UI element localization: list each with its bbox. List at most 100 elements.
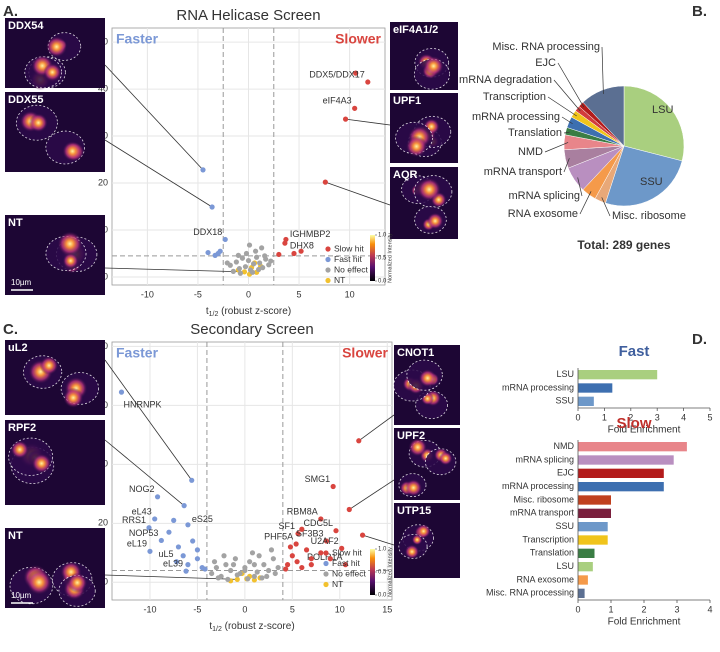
point (257, 260, 263, 266)
y-tick-label: EJC (557, 468, 575, 478)
point (293, 541, 299, 547)
pie-label: mRNA splicing (508, 190, 580, 202)
point (259, 575, 265, 581)
point (194, 556, 201, 562)
point (173, 559, 180, 565)
connector (325, 181, 391, 206)
point (318, 516, 324, 522)
point (346, 506, 352, 513)
bar (578, 508, 611, 518)
legend-marker (323, 560, 329, 567)
point (212, 252, 218, 259)
bar (578, 468, 664, 478)
y-tick-label: LSU (556, 369, 574, 379)
point-label: U2AF2 (311, 536, 339, 546)
point (249, 269, 256, 275)
point (222, 236, 228, 243)
x-tick-label: -10 (143, 604, 156, 614)
leader-line (557, 62, 585, 108)
legend-label: Fast hit (332, 558, 361, 568)
y-tick-label: mRNA processing (502, 382, 574, 392)
point (200, 167, 206, 173)
nucleolus (62, 141, 83, 162)
point (256, 553, 262, 559)
point (298, 248, 304, 254)
colorbar (370, 549, 375, 595)
point (284, 562, 291, 568)
pie-label: NMD (518, 146, 543, 158)
legend-label: Fast hit (334, 254, 363, 264)
bar (578, 535, 608, 545)
point (308, 562, 314, 568)
point (294, 559, 300, 565)
point (234, 572, 240, 578)
legend-label: No effect (334, 264, 369, 274)
point (243, 250, 250, 257)
colorbar-tick-label: 0.5 (378, 256, 387, 262)
colorbar-tick-label: 0.0 (378, 593, 387, 599)
nucleolus (28, 113, 48, 133)
point (276, 251, 282, 258)
point (272, 570, 278, 577)
point (303, 547, 310, 553)
pie-label: mRNA processing (472, 111, 560, 123)
leader-line (563, 158, 570, 173)
leader-line (544, 142, 569, 153)
y-tick-label: 0 (103, 577, 108, 587)
micrograph-label: DDX55 (8, 94, 43, 106)
point (262, 253, 268, 259)
point-label: eL43 (132, 506, 152, 516)
point (268, 258, 274, 264)
x-tick-label: 0 (246, 289, 251, 299)
faster-label: Faster (116, 345, 159, 361)
chart-title: Slow (616, 415, 651, 432)
micrograph (394, 503, 460, 578)
x-axis-label: t1/2 (robust z-score) (206, 306, 291, 319)
legend-marker (323, 550, 329, 556)
scale-bar-label: 10µm (11, 278, 32, 287)
nucleolus (438, 451, 453, 466)
connector (104, 139, 213, 208)
point (352, 105, 358, 111)
panel-label: C. (3, 321, 18, 338)
leader-line (561, 116, 573, 125)
point (242, 264, 249, 270)
connector (104, 574, 238, 580)
point (239, 255, 246, 261)
x-tick-label: 0 (242, 604, 247, 614)
point (223, 562, 229, 568)
nucleolus (426, 212, 444, 230)
x-axis-label-part: t (209, 621, 212, 632)
micrograph (5, 215, 105, 295)
point (251, 562, 257, 568)
x-axis-label-part: (robust z-score) (222, 621, 295, 632)
point (266, 567, 272, 574)
x-tick-label: -10 (141, 289, 154, 299)
point-label: eL39 (163, 558, 183, 568)
point (185, 562, 191, 568)
colorbar (370, 235, 375, 281)
point (181, 503, 187, 509)
nucleolus (423, 55, 444, 77)
x-tick-label: 0 (575, 604, 580, 614)
point-label: DDX5/DDX17 (309, 69, 365, 79)
point (323, 538, 330, 544)
point (245, 257, 252, 264)
legend-marker (323, 581, 329, 588)
point (185, 522, 191, 528)
point (275, 564, 281, 571)
micrograph-label: UPF1 (393, 95, 421, 107)
leader-line (579, 191, 592, 215)
nucleolus (26, 569, 52, 595)
bar (578, 482, 664, 492)
bar (578, 383, 613, 393)
x-tick-label: -5 (193, 604, 201, 614)
bar (578, 575, 588, 585)
point (183, 568, 189, 574)
legend-marker (325, 277, 331, 284)
point-label: CDC5L (303, 518, 333, 528)
x-tick-label: 4 (707, 604, 712, 614)
bar (578, 562, 593, 572)
bar (578, 522, 608, 532)
